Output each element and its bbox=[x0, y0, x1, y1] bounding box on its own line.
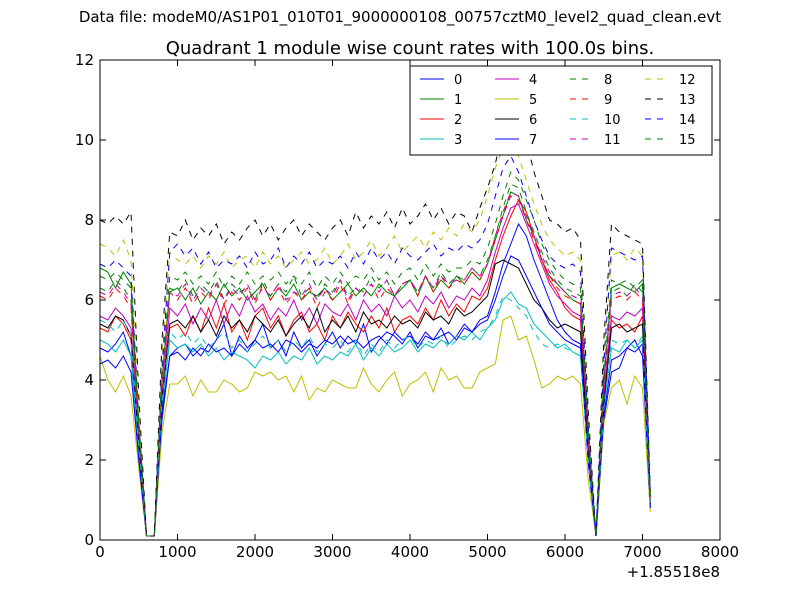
legend-label-9: 9 bbox=[604, 93, 612, 108]
series-line-5 bbox=[99, 315, 651, 537]
legend-label-7: 7 bbox=[529, 133, 537, 148]
series-line-15 bbox=[99, 171, 651, 537]
legend-label-4: 4 bbox=[529, 73, 537, 88]
legend-label-8: 8 bbox=[604, 73, 612, 88]
x-tick-label: 7000 bbox=[623, 543, 661, 561]
legend-label-1: 1 bbox=[454, 93, 462, 108]
x-tick-label: 3000 bbox=[313, 543, 351, 561]
x-tick-label: 0 bbox=[95, 543, 105, 561]
legend-label-12: 12 bbox=[679, 73, 696, 88]
chart-title: Quadrant 1 module wise count rates with … bbox=[166, 38, 655, 59]
legend-label-2: 2 bbox=[454, 113, 462, 128]
x-tick-label: 4000 bbox=[391, 543, 429, 561]
legend-label-0: 0 bbox=[454, 73, 462, 88]
series-line-14 bbox=[99, 154, 651, 537]
legend-label-14: 14 bbox=[679, 113, 696, 128]
legend-label-15: 15 bbox=[679, 133, 696, 148]
x-offset-label: +1.85518e8 bbox=[627, 563, 720, 581]
x-tick-label: 1000 bbox=[158, 543, 196, 561]
legend-label-10: 10 bbox=[604, 113, 621, 128]
y-tick-label: 8 bbox=[84, 211, 94, 229]
series-line-13 bbox=[99, 102, 651, 537]
y-tick-label: 6 bbox=[84, 291, 94, 309]
y-tick-label: 2 bbox=[84, 451, 94, 469]
series-line-3 bbox=[99, 291, 651, 537]
x-tick-label: 5000 bbox=[468, 543, 506, 561]
series-layer bbox=[99, 102, 651, 537]
legend-label-13: 13 bbox=[679, 93, 696, 108]
series-line-10 bbox=[99, 295, 651, 537]
x-tick-label: 8000 bbox=[701, 543, 739, 561]
legend-label-3: 3 bbox=[454, 133, 462, 148]
legend-label-6: 6 bbox=[529, 113, 537, 128]
y-tick-label: 12 bbox=[75, 51, 94, 69]
series-line-8 bbox=[99, 183, 651, 537]
series-line-11 bbox=[99, 191, 651, 537]
axes-layer: 0 1000 2000 3000 4000 5000 6000 7000 80000246810… bbox=[75, 51, 739, 561]
series-line-0 bbox=[99, 222, 651, 537]
y-tick-label: 0 bbox=[84, 531, 94, 549]
series-line-1 bbox=[99, 191, 651, 537]
y-tick-label: 10 bbox=[75, 131, 94, 149]
legend-label-5: 5 bbox=[529, 93, 537, 108]
legend-label-11: 11 bbox=[604, 133, 621, 148]
x-tick-label: 2000 bbox=[236, 543, 274, 561]
page-title: Data file: modeM0/AS1P01_010T01_90000001… bbox=[78, 8, 722, 26]
series-line-12 bbox=[99, 139, 651, 537]
y-tick-label: 4 bbox=[84, 371, 94, 389]
series-line-7 bbox=[99, 255, 651, 537]
legend-box bbox=[409, 65, 713, 156]
series-line-2 bbox=[99, 198, 651, 537]
series-line-6 bbox=[99, 259, 651, 537]
series-line-4 bbox=[99, 203, 651, 537]
x-tick-label: 6000 bbox=[546, 543, 584, 561]
series-line-9 bbox=[99, 195, 651, 537]
